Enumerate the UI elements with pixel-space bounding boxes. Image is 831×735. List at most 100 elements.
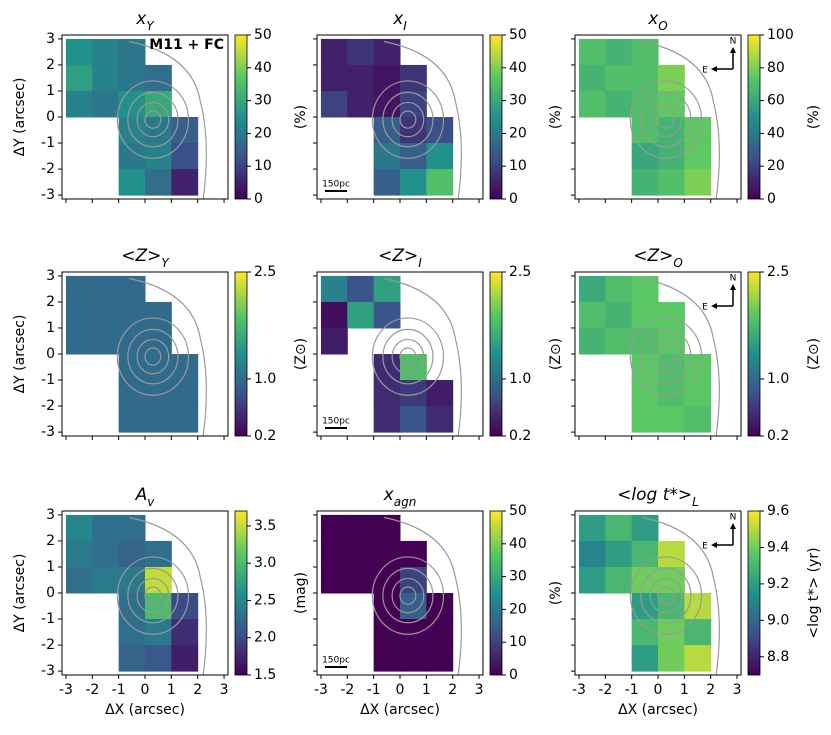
- map-cell: [658, 645, 685, 672]
- y-axis-label: ΔY (arcsec): [12, 554, 28, 633]
- colorbar-label: (Z⊙): [806, 338, 822, 370]
- x-tick-label: -1: [625, 682, 639, 698]
- panel: <Z>I 150pc 0.2 1.0 2.5 (Z⊙): [313, 246, 564, 444]
- contour: [384, 40, 462, 199]
- colorbar-tick-label: 2.5: [254, 264, 276, 280]
- compass-arrow: [730, 523, 736, 529]
- colorbar-tick-label: 40: [254, 60, 272, 76]
- map-cell: [373, 540, 401, 568]
- title-main: x: [383, 485, 395, 505]
- map-cell: [65, 301, 93, 329]
- title-subscript: Y: [161, 256, 170, 270]
- contour: [649, 577, 683, 614]
- map-cell: [65, 566, 93, 594]
- contour: [382, 91, 434, 148]
- colorbar-label: (%): [548, 581, 564, 605]
- contour: [642, 516, 720, 675]
- map-cell: [65, 275, 93, 303]
- contour: [116, 556, 190, 635]
- contour: [629, 556, 703, 635]
- colorbar: [489, 34, 503, 200]
- map-cell: [631, 38, 659, 66]
- map-cell: [92, 64, 120, 92]
- map-cell: [347, 90, 375, 118]
- colorbar-tick-label: 0.2: [767, 428, 789, 444]
- colorbar: [747, 510, 761, 676]
- contour: [127, 91, 179, 148]
- x-tick-label: 2: [448, 682, 457, 698]
- panel-title: <Z>Y: [121, 246, 170, 270]
- y-tick-label: -1: [41, 611, 55, 627]
- x-tick-label: 0: [654, 682, 663, 698]
- map-area: [578, 38, 720, 199]
- colorbar-label: (%): [548, 105, 564, 129]
- x-tick-label: 3: [733, 682, 742, 698]
- contour: [371, 317, 445, 396]
- contour: [116, 317, 190, 396]
- map-cell: [605, 301, 633, 329]
- map-cell: [658, 619, 685, 646]
- colorbar-tick-label: 0.2: [509, 428, 531, 444]
- compass-north: N: [730, 37, 737, 47]
- map-cell: [631, 169, 659, 196]
- colorbar-tick-label: 8.8: [767, 649, 789, 665]
- colorbar-tick-label: 2.0: [254, 630, 276, 646]
- x-axis-label: ΔX (arcsec): [105, 702, 185, 718]
- map-cell: [605, 327, 633, 355]
- y-tick-label: 2: [46, 57, 55, 73]
- colorbar-tick-label: 60: [767, 93, 785, 109]
- map-cell: [400, 593, 427, 620]
- annotation: M11 + FC: [149, 37, 224, 53]
- scale-bar-label: 150pc: [322, 656, 350, 666]
- map-cell: [347, 64, 375, 92]
- compass-east: E: [702, 303, 708, 313]
- map-cell: [65, 514, 93, 542]
- colorbar-tick-label: 2.5: [509, 264, 531, 280]
- colorbar: [747, 271, 761, 437]
- map-cell: [605, 566, 633, 594]
- panel: xI 150pc 0 10 20 30 40 50 (%): [313, 9, 564, 207]
- x-tick-label: 2: [193, 682, 202, 698]
- panel: xO N E 0 20 40 60 80 100 (%): [571, 9, 822, 207]
- map-area: [65, 514, 207, 675]
- x-tick-label: -3: [59, 682, 73, 698]
- map-cell: [578, 275, 606, 303]
- contour: [382, 328, 434, 385]
- map-cell: [578, 64, 606, 92]
- map-cell: [605, 38, 633, 66]
- compass-arrow: [711, 542, 717, 548]
- contour: [136, 101, 170, 138]
- colorbar: [747, 34, 761, 200]
- y-tick-label: 1: [46, 559, 55, 575]
- map-cell: [631, 301, 659, 329]
- map-cell: [658, 380, 685, 407]
- map-cell: [373, 514, 401, 542]
- x-axis-label: ΔX (arcsec): [360, 702, 440, 718]
- map-cell: [320, 566, 348, 594]
- colorbar-label: (%): [293, 105, 309, 129]
- compass-arrow: [711, 66, 717, 72]
- map-cell: [400, 64, 427, 92]
- title-subscript: agn: [394, 495, 417, 509]
- map-cell: [684, 645, 712, 672]
- panel: <Z>O N E 0.2 1.0 2.5 (Z⊙): [571, 246, 822, 444]
- map-cell: [171, 143, 199, 170]
- y-axis-label: ΔY (arcsec): [12, 78, 28, 157]
- y-tick-label: 2: [46, 533, 55, 549]
- colorbar-tick-label: 9.0: [767, 612, 789, 628]
- panel-title: Av: [135, 485, 156, 509]
- x-tick-label: 3: [475, 682, 484, 698]
- x-tick-label: 3: [220, 682, 229, 698]
- y-tick-label: 0: [46, 585, 55, 601]
- title-main: <Z>: [121, 246, 161, 266]
- map-cell: [658, 540, 685, 568]
- colorbar-tick-label: 40: [509, 536, 527, 552]
- x-tick-label: 1: [680, 682, 689, 698]
- colorbar: [234, 510, 248, 676]
- map-cell: [426, 619, 454, 646]
- map-cell: [347, 566, 375, 594]
- compass-east: E: [702, 542, 708, 552]
- panel-title: xY: [135, 9, 155, 33]
- map-cell: [171, 380, 199, 407]
- map-cell: [426, 380, 454, 407]
